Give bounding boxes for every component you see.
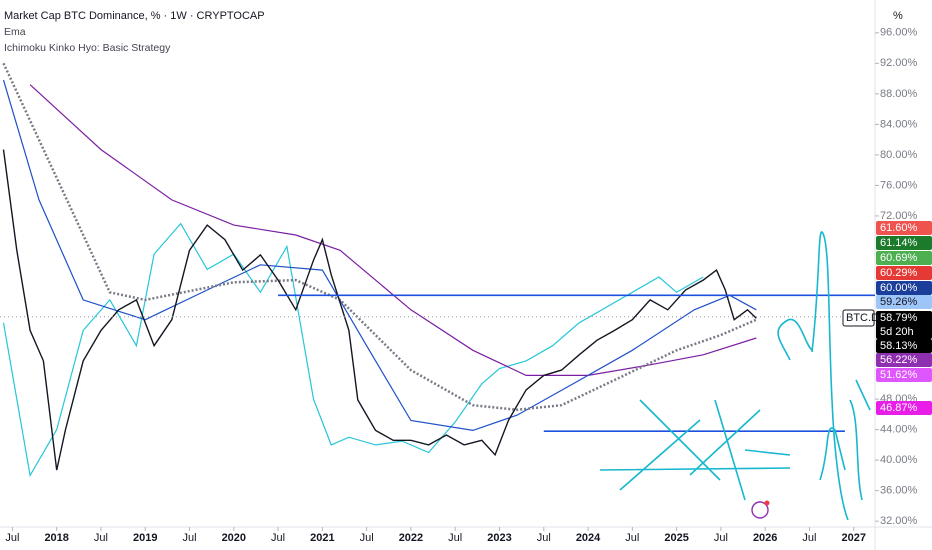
price-tag <box>876 368 932 382</box>
x-tick-label: Jul <box>625 532 639 544</box>
price-tag-label: 61.14% <box>880 237 918 249</box>
layer-series <box>0 62 875 478</box>
x-tick-label: 2025 <box>664 532 688 544</box>
countdown: 5d 20h <box>880 326 914 338</box>
indicator-line <box>29 84 757 376</box>
price-label-box <box>842 309 875 327</box>
price-label: BTC.D <box>846 312 879 324</box>
scribble <box>599 399 791 501</box>
y-tick-label: 44.00% <box>880 424 918 436</box>
x-tick-label: Jul <box>271 532 285 544</box>
x-tick-label: 2018 <box>44 532 68 544</box>
y-tick-label: 40.00% <box>880 454 918 466</box>
price-tag <box>876 353 932 367</box>
series-line <box>2 149 757 471</box>
y-tick-label: 32.00% <box>880 515 918 527</box>
news-icon[interactable] <box>751 501 769 519</box>
scribble <box>819 379 871 501</box>
x-tick-label: 2020 <box>222 532 246 544</box>
x-tick-label: 2027 <box>842 532 866 544</box>
price-tag <box>876 266 932 280</box>
y-tick-label: 88.00% <box>880 88 918 100</box>
indicator-line <box>2 222 704 478</box>
y-tick-label: 96.00% <box>880 27 918 39</box>
price-tag-label: 51.62% <box>880 369 918 381</box>
legend-bg <box>0 0 260 58</box>
price-tag-label: 58.13% <box>880 340 918 352</box>
price-tag <box>876 251 932 265</box>
x-tick-label: 2026 <box>753 532 777 544</box>
price-tag <box>876 311 932 339</box>
news-dot <box>764 500 770 506</box>
indicator-label: Ema <box>4 26 26 38</box>
x-tick-label: 2024 <box>576 532 601 544</box>
price-tag-label: 61.60% <box>880 222 918 234</box>
indicator-line <box>2 62 757 412</box>
y-tick-label: 72.00% <box>880 210 918 222</box>
x-tick-label: Jul <box>360 532 374 544</box>
price-tag-label: 60.29% <box>880 267 918 279</box>
price-tag <box>876 339 932 353</box>
x-tick-label: Jul <box>448 532 462 544</box>
y-tick-label: 80.00% <box>880 149 918 161</box>
x-tick-label: 2021 <box>310 532 334 544</box>
price-tag <box>876 236 932 250</box>
price-tag <box>876 295 932 309</box>
price-tag-label: 60.69% <box>880 252 918 264</box>
price-tag-label: 46.87% <box>880 402 918 414</box>
indicator-label: Ichimoku Kinko Hyo: Basic Strategy <box>4 42 171 54</box>
series-line <box>2 79 757 432</box>
x-tick-label: Jul <box>94 532 108 544</box>
price-tag-label: 56.22% <box>880 354 918 366</box>
x-tick-label: Jul <box>5 532 19 544</box>
price-tag <box>876 281 932 295</box>
y-tick-label: 36.00% <box>880 485 918 497</box>
x-tick-label: Jul <box>182 532 196 544</box>
x-tick-label: Jul <box>714 532 728 544</box>
y-tick-label: 84.00% <box>880 118 918 130</box>
x-tick-label: 2023 <box>487 532 511 544</box>
scribbles <box>599 231 871 521</box>
price-tag-label: 58.79% <box>880 312 918 324</box>
x-tick-label: Jul <box>802 532 816 544</box>
x-tick-label: Jul <box>537 532 551 544</box>
chart-title: Market Cap BTC Dominance, % · 1W · CRYPT… <box>4 10 265 22</box>
x-tick-label: 2019 <box>133 532 157 544</box>
price-tag-label: 59.26% <box>880 296 918 308</box>
scribble <box>777 318 813 361</box>
y-tick-label: 92.00% <box>880 57 918 69</box>
price-tag-label: 60.00% <box>880 282 918 294</box>
price-tag <box>876 401 932 415</box>
scribble <box>811 231 849 521</box>
scale-label[interactable]: % <box>893 10 903 22</box>
x-tick-label: 2022 <box>399 532 423 544</box>
y-tick-label: 76.00% <box>880 179 918 191</box>
price-tag <box>876 221 932 235</box>
